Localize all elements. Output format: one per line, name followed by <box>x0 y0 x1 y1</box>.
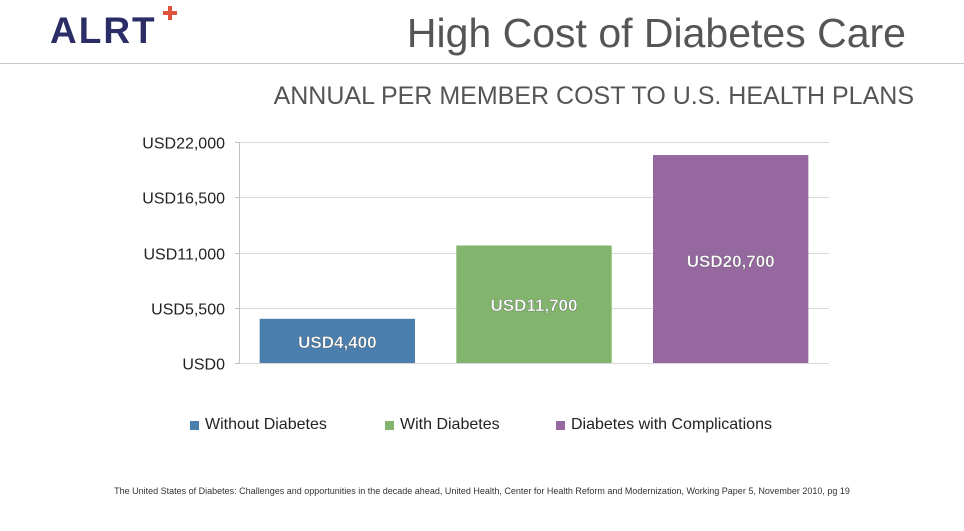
bar <box>259 318 416 363</box>
bar-data-label: USD11,700 <box>491 296 578 315</box>
y-tick-label: USD22,000 <box>142 136 225 153</box>
legend-item: With Diabetes <box>385 416 500 434</box>
legend-swatch <box>556 420 565 430</box>
y-tick-label: USD5,500 <box>151 302 225 319</box>
header-divider <box>0 63 964 64</box>
bar <box>652 155 809 363</box>
source-footnote: The United States of Diabetes: Challenge… <box>114 486 850 496</box>
legend-label: With Diabetes <box>400 416 500 433</box>
legend-swatch <box>190 420 199 430</box>
logo-cross-icon <box>163 6 177 20</box>
bar-data-label: USD4,400 <box>298 333 376 352</box>
y-tick-label: USD0 <box>182 357 225 374</box>
chart-legend: Without Diabetes With Diabetes Diabetes wi… <box>0 416 964 440</box>
bar <box>456 245 612 363</box>
bar-data-label: USD20,700 <box>687 252 775 271</box>
legend-label: Without Diabetes <box>205 416 327 433</box>
legend-item: Without Diabetes <box>190 416 327 434</box>
page-title: High Cost of Diabetes Care <box>406 10 906 56</box>
y-tick-label: USD11,000 <box>143 247 225 264</box>
logo-text: ALRT <box>50 10 157 51</box>
legend-label: Diabetes with Complications <box>571 416 772 433</box>
logo: ALRT <box>50 10 157 52</box>
y-tick-label: USD16,500 <box>142 191 225 208</box>
chart-title: ANNUAL PER MEMBER COST TO U.S. HEALTH PL… <box>273 82 914 110</box>
legend-swatch <box>385 420 394 430</box>
legend-item: Diabetes with Complications <box>556 416 772 434</box>
